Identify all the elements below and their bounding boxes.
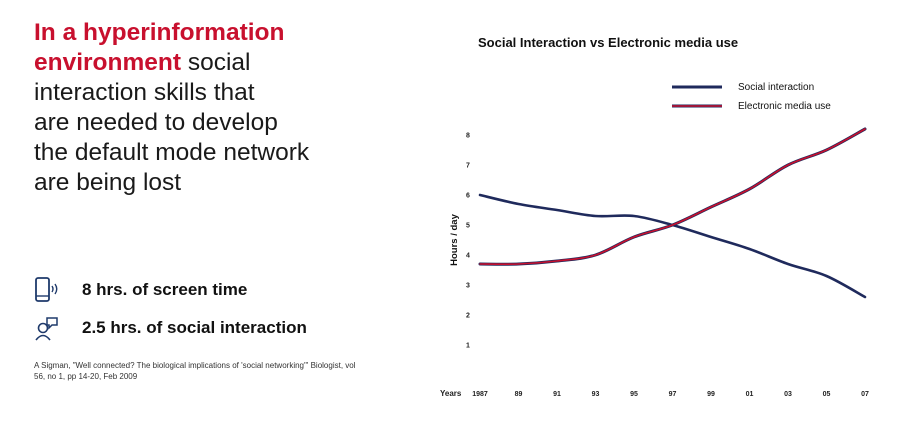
y-tick-label: 3 — [466, 283, 470, 290]
x-tick-label: 01 — [746, 391, 754, 398]
legend-label-social: Social interaction — [738, 82, 814, 93]
speaking-person-icon — [34, 314, 60, 342]
stat-social-interaction: 2.5 hrs. of social interaction — [34, 314, 307, 342]
chart-title: Social Interaction vs Electronic media u… — [478, 35, 739, 50]
y-tick-label: 7 — [466, 163, 470, 170]
smartphone-icon — [34, 276, 60, 304]
headline-accent-2: environment — [34, 49, 182, 76]
x-tick-label: 93 — [592, 391, 600, 398]
citation: A Sigman, "Well connected? The biologica… — [34, 361, 356, 381]
y-tick-label: 2 — [466, 313, 470, 320]
y-tick-label: 4 — [466, 253, 470, 260]
headline-line-6: are being lost — [34, 169, 182, 196]
x-tick-label: 89 — [515, 391, 523, 398]
y-tick-label: 6 — [466, 193, 470, 200]
x-ticks: 1987 89 91 93 95 97 99 01 03 05 07 — [472, 391, 869, 398]
series-line-social — [478, 193, 867, 299]
x-tick-label: 99 — [707, 391, 715, 398]
x-tick-label: 97 — [669, 391, 677, 398]
headline-block: In a hyperinformation environment social… — [34, 18, 364, 198]
headline-line-3: interaction skills that — [34, 79, 255, 106]
series-lines — [478, 127, 867, 299]
stat-screen-time-text: 8 hrs. of screen time — [82, 280, 248, 299]
stat-screen-time: 8 hrs. of screen time — [34, 276, 247, 304]
y-ticks: 1 2 3 4 5 6 7 8 — [466, 133, 470, 350]
x-tick-label: 1987 — [472, 391, 488, 398]
y-tick-label: 8 — [466, 133, 470, 140]
headline-line-4: are needed to develop — [34, 109, 278, 136]
x-tick-label: 03 — [784, 391, 792, 398]
y-axis-label: Hours / day — [449, 213, 460, 265]
series-line-media-outline — [478, 127, 867, 266]
x-tick-label: 05 — [823, 391, 831, 398]
series-line-media — [479, 128, 866, 266]
headline-line-5: the default mode network — [34, 139, 310, 166]
stat-social-interaction-text: 2.5 hrs. of social interaction — [82, 318, 307, 337]
y-tick-label: 1 — [466, 343, 470, 350]
headline-accent-1: In a hyperinformation — [34, 19, 285, 46]
headline-rest-2: social — [181, 49, 251, 76]
legend-label-media: Electronic media use — [738, 101, 831, 112]
legend: Social interaction Electronic media use — [672, 82, 831, 112]
x-tick-label: 07 — [861, 391, 869, 398]
x-axis-label: Years — [440, 389, 462, 398]
headline: In a hyperinformation environment social… — [34, 18, 364, 198]
x-tick-label: 91 — [553, 391, 561, 398]
x-tick-label: 95 — [630, 391, 638, 398]
y-tick-label: 5 — [466, 223, 470, 230]
